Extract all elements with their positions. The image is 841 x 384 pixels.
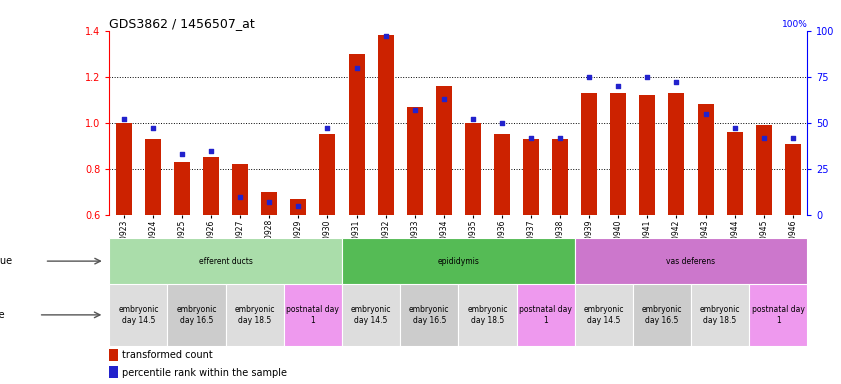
- Bar: [458, 284, 516, 346]
- Point: [611, 83, 625, 89]
- Point: [524, 134, 537, 141]
- Bar: [581, 93, 597, 215]
- Bar: [116, 123, 132, 215]
- Point: [437, 96, 451, 102]
- Bar: [574, 284, 632, 346]
- Bar: [342, 238, 574, 284]
- Point: [175, 151, 188, 157]
- Bar: [756, 125, 772, 215]
- Point: [728, 125, 742, 131]
- Bar: [516, 284, 574, 346]
- Text: embryonic
day 18.5: embryonic day 18.5: [700, 305, 740, 324]
- Bar: [669, 93, 685, 215]
- Bar: [553, 139, 569, 215]
- Bar: [290, 199, 306, 215]
- Point: [204, 147, 218, 154]
- Text: 100%: 100%: [781, 20, 807, 29]
- Point: [408, 107, 421, 113]
- Point: [350, 65, 363, 71]
- Text: embryonic
day 16.5: embryonic day 16.5: [409, 305, 449, 324]
- Bar: [262, 192, 278, 215]
- Text: embryonic
day 18.5: embryonic day 18.5: [468, 305, 508, 324]
- Point: [553, 134, 567, 141]
- Bar: [436, 86, 452, 215]
- Bar: [727, 132, 743, 215]
- Point: [146, 125, 160, 131]
- Point: [583, 74, 596, 80]
- Point: [379, 33, 393, 39]
- Bar: [232, 164, 248, 215]
- Text: epididymis: epididymis: [437, 257, 479, 266]
- Text: transformed count: transformed count: [122, 350, 213, 360]
- Bar: [465, 123, 481, 215]
- Point: [641, 74, 654, 80]
- Point: [117, 116, 130, 122]
- Bar: [283, 284, 342, 346]
- Bar: [400, 284, 458, 346]
- Bar: [225, 284, 283, 346]
- Bar: [204, 157, 220, 215]
- Text: embryonic
day 14.5: embryonic day 14.5: [119, 305, 159, 324]
- Point: [699, 111, 712, 117]
- Bar: [145, 139, 161, 215]
- Bar: [109, 349, 118, 361]
- Point: [786, 134, 800, 141]
- Text: embryonic
day 16.5: embryonic day 16.5: [177, 305, 217, 324]
- Bar: [632, 284, 691, 346]
- Bar: [785, 144, 801, 215]
- Point: [757, 134, 770, 141]
- Point: [466, 116, 479, 122]
- Bar: [697, 104, 713, 215]
- Text: percentile rank within the sample: percentile rank within the sample: [122, 367, 287, 377]
- Text: postnatal day
1: postnatal day 1: [519, 305, 572, 324]
- Bar: [574, 238, 807, 284]
- Bar: [407, 107, 423, 215]
- Text: vas deferens: vas deferens: [666, 257, 716, 266]
- Bar: [320, 134, 336, 215]
- Point: [262, 199, 276, 205]
- Text: development stage: development stage: [0, 310, 4, 320]
- Text: efferent ducts: efferent ducts: [198, 257, 252, 266]
- Point: [320, 125, 334, 131]
- Bar: [523, 139, 539, 215]
- Text: GDS3862 / 1456507_at: GDS3862 / 1456507_at: [109, 17, 255, 30]
- Bar: [639, 95, 655, 215]
- Bar: [167, 284, 225, 346]
- Bar: [109, 238, 342, 284]
- Point: [495, 120, 509, 126]
- Bar: [749, 284, 807, 346]
- Text: embryonic
day 18.5: embryonic day 18.5: [235, 305, 275, 324]
- Bar: [611, 93, 627, 215]
- Bar: [109, 284, 167, 346]
- Bar: [174, 162, 190, 215]
- Point: [292, 203, 305, 209]
- Bar: [378, 35, 394, 215]
- Bar: [494, 134, 510, 215]
- Bar: [348, 54, 364, 215]
- Text: postnatal day
1: postnatal day 1: [752, 305, 805, 324]
- Point: [234, 194, 247, 200]
- Text: tissue: tissue: [0, 256, 13, 266]
- Text: embryonic
day 14.5: embryonic day 14.5: [351, 305, 391, 324]
- Text: embryonic
day 14.5: embryonic day 14.5: [584, 305, 624, 324]
- Bar: [109, 366, 118, 379]
- Bar: [691, 284, 749, 346]
- Point: [669, 79, 683, 85]
- Text: embryonic
day 16.5: embryonic day 16.5: [642, 305, 682, 324]
- Bar: [342, 284, 400, 346]
- Text: postnatal day
1: postnatal day 1: [287, 305, 340, 324]
